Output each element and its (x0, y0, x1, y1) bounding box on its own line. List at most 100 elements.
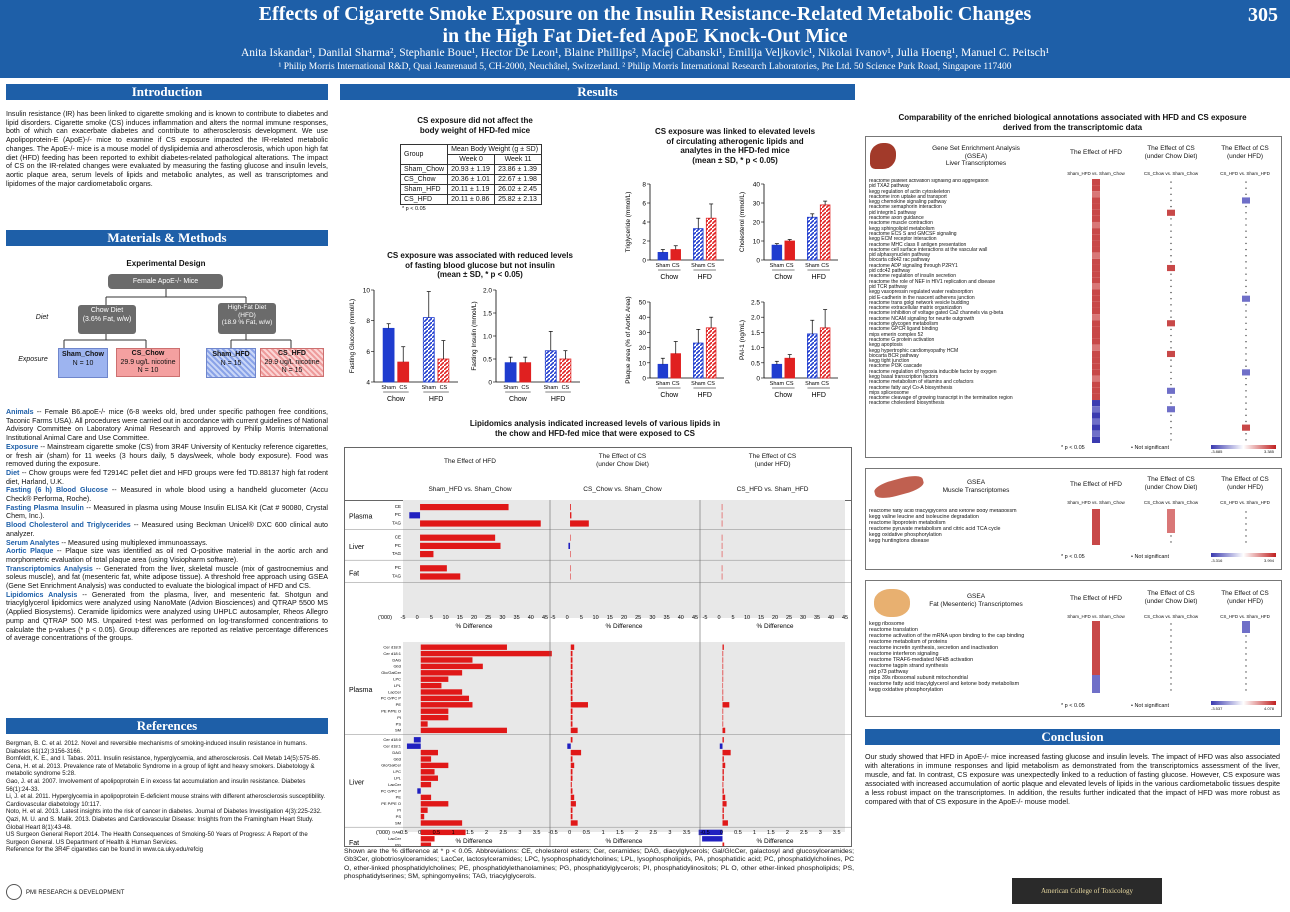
y-tick-label: 0 (756, 258, 760, 265)
not-significant-dot (1245, 517, 1247, 519)
group-label: Sham (422, 385, 437, 391)
liver-heatmap (1092, 179, 1250, 443)
lipidomics-title: Lipidomics analysis indicated increased … (469, 419, 721, 438)
gene-set-row: reactome pyruvate metabolism and citric … (869, 525, 1001, 532)
not-significant-dot (1245, 408, 1247, 410)
y-axis-label: Fasting Glucose (mmol/L) (349, 299, 356, 373)
x-tick-label: 10 (443, 615, 449, 621)
lipid-bar (420, 534, 496, 541)
gene-set-row: reactome fatty acid triacylglycerol and … (869, 509, 1017, 514)
heatmap-cell (1092, 338, 1100, 345)
gene-set-row: biocarta BCR pathway (869, 352, 919, 359)
not-significant-dot (1170, 659, 1172, 661)
lipid-bar (722, 801, 727, 807)
not-significant-dot (1170, 359, 1172, 361)
not-significant-dot (1170, 623, 1172, 625)
lipid-row-label: SM (395, 820, 401, 825)
heatmap-cell (1092, 314, 1100, 321)
y-tick-label: 40 (639, 315, 647, 322)
not-significant-dot (1170, 328, 1172, 331)
lipid-bar (722, 708, 724, 714)
heatmap-cell (1167, 320, 1175, 327)
poster-number: 305 (1248, 4, 1278, 26)
not-significant-dot (1245, 310, 1247, 312)
methods-heading: Materials & Methods (6, 230, 328, 246)
table-row: Sham_Chow 20.93 ± 1.19 23.86 ± 1.39 (399, 164, 543, 175)
y-tick-label: 0 (756, 376, 760, 383)
gene-set-row: reactome glycogen metabolism (869, 321, 939, 328)
diet-label: Chow (387, 396, 406, 403)
x-tick-label: 25 (786, 615, 792, 621)
heatmap-cell (1092, 203, 1100, 210)
lipid-bar (721, 565, 723, 572)
top-chart-bg (403, 500, 845, 618)
gene-set-row: reactome cholesterol biosynthesis (869, 400, 945, 407)
not-significant-dot (1245, 535, 1247, 537)
bar (784, 240, 795, 261)
methods-paragraph: Animals -- Female B6.apoE-/- mice (6-8 w… (6, 408, 328, 443)
x-tick-label: 35 (514, 615, 520, 621)
not-significant-dot (1170, 310, 1172, 312)
fat-legend-ns: • Not significant (1131, 703, 1169, 709)
lipid-bar (420, 769, 435, 775)
not-significant-dot (1245, 359, 1247, 361)
not-significant-dot (1245, 635, 1247, 637)
heatmap-cell (1242, 424, 1250, 431)
lipid-row-label: PE P/PE O (381, 801, 401, 806)
liver-col-cs-hfd-sub: CS_HFD vs. Sham_HFD (1220, 171, 1270, 176)
x-tick-label: 0.5 (583, 830, 591, 836)
x-tick-label: 1 (452, 830, 455, 836)
pmi-crest-icon (6, 884, 22, 901)
muscle-col-cs-hfd: The Effect of CS (under HFD) (1221, 476, 1269, 491)
heatmap-cell (1242, 627, 1250, 633)
lipid-bar (420, 836, 435, 842)
lipid-bar (570, 520, 589, 527)
lipid-bar (570, 813, 573, 820)
methods-text: Animals -- Female B6.apoE-/- mice (6-8 w… (6, 408, 328, 643)
lipid-row-label: PG (395, 843, 401, 847)
gene-set-row: reactome metabolism of vitamins and cofa… (869, 379, 974, 386)
methods-paragraph: Serum Analytes -- Measured using multipl… (6, 538, 208, 547)
x-tick-label: 1 (602, 830, 605, 836)
x-tick-label: 1 (753, 830, 756, 836)
not-significant-dot (1170, 671, 1172, 673)
y-tick-label: 8 (366, 318, 370, 325)
y-tick-label: 1.5 (483, 311, 492, 318)
lipid-bar (420, 702, 473, 708)
lipid-bar (722, 657, 724, 663)
x-tick-label: -0.5 (398, 830, 407, 836)
not-significant-dot (1170, 347, 1172, 349)
lipid-bar (570, 670, 573, 676)
gene-set-row: reactome ECS S and GMCSF signaling (869, 230, 957, 237)
not-significant-dot (1170, 316, 1172, 318)
lipid-bar (570, 573, 571, 580)
heatmap-cell (1092, 197, 1100, 204)
x-tick-label: 2.5 (800, 830, 808, 836)
not-significant-dot (1170, 340, 1172, 343)
muscle-col-cs-chow: The Effect of CS (under Chow Diet) (1144, 476, 1198, 491)
gene-set-row: pid TXA2 pathway (869, 183, 910, 190)
fat-col-cs-chow-sub: CS_Chow vs. Sham_Chow (1143, 614, 1199, 619)
bw-header-week11: Week 11 (494, 154, 543, 165)
fat-gsea-panel: GSEA Fat (Mesenteric) Transcriptomes The… (865, 580, 1282, 717)
lipid-bar (721, 504, 723, 511)
x-tick-label: 30 (499, 615, 505, 621)
not-significant-dot (1170, 647, 1172, 649)
group-cs-hfd: CS_HFD 29.9 ug/L nicotine N = 15 (260, 348, 324, 377)
group-label: Sham (503, 385, 518, 391)
lipid-bar (420, 644, 507, 650)
liver-col-cs-chow-sub: CS_Chow vs. Sham_Chow (1143, 171, 1199, 176)
lipidomics-note: Shown are the % difference at * p < 0.05… (344, 848, 854, 880)
lipid-bar (420, 813, 425, 820)
heatmap-cell (1092, 387, 1100, 394)
muscle-gsea-panel: GSEA Muscle Transcriptomes The Effect of… (865, 468, 1282, 570)
gene-set-row: reactome axon guidance (869, 215, 924, 222)
gene-set-row: pid integrin1 pathway (869, 209, 917, 216)
pmi-logo: PMI RESEARCH & DEVELOPMENT (6, 884, 126, 902)
lipid-bar (570, 689, 573, 695)
gene-set-row: kegg tight junction (869, 358, 910, 365)
bottom-chart-bg (403, 642, 845, 832)
not-significant-dot (1170, 298, 1172, 300)
gene-set-row: reactome lipoprotein metabolism (869, 519, 946, 526)
